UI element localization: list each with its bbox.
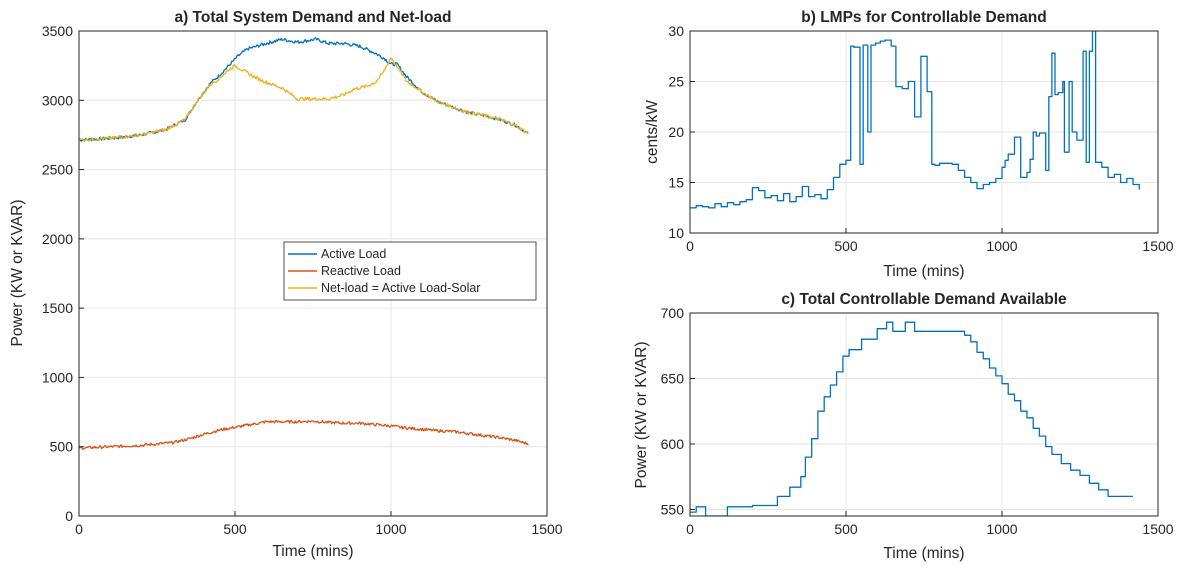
x-tick-label: 500: [223, 521, 247, 537]
ticks-a: 0 500 1000 1500 0 500 1000 1500 2000 2500 3000 3500: [42, 23, 563, 537]
y-tick-label: 1500: [42, 300, 73, 316]
x-tick-label: 1500: [1142, 521, 1173, 537]
active-load-line: [79, 37, 529, 142]
net-load-active-load-solar-line: [79, 57, 529, 142]
y-tick-label: 25: [668, 74, 684, 90]
legend-label-net-load: Net-load = Active Load-Solar: [321, 281, 480, 295]
series-b-line: [690, 31, 1140, 209]
panel-c: 0 500 1000 1500 550 600 650 700 c) Total Contro…: [633, 291, 1174, 562]
y-tick-label: 2000: [42, 231, 73, 247]
panel-a: 0 500 1000 1500 0 500 1000 1500 2000 2500 3000 3500…: [9, 9, 563, 560]
xlabel-b: Time (mins): [883, 263, 964, 280]
x-tick-label: 1000: [986, 238, 1017, 254]
x-tick-label: 1500: [531, 521, 562, 537]
legend-box: [283, 241, 537, 301]
x-tick-label: 0: [75, 521, 83, 537]
ticks-b: 0 500 1000 1500 10 15 20 25 30: [668, 23, 1173, 254]
ylabel-a: Power (KW or KVAR): [9, 200, 26, 347]
y-tick-label: 2500: [42, 162, 73, 178]
y-tick-label: 650: [661, 370, 685, 386]
y-tick-label: 3000: [42, 92, 73, 108]
y-tick-label: 30: [668, 23, 684, 39]
title-c: c) Total Controllable Demand Available: [781, 291, 1067, 308]
y-tick-label: 10: [668, 225, 684, 241]
grid-b: [689, 30, 1159, 234]
xlabel-a: Time (mins): [272, 543, 353, 560]
series-a: [79, 37, 529, 450]
x-tick-label: 500: [834, 238, 858, 254]
title-b: b) LMPs for Controllable Demand: [801, 9, 1046, 26]
x-tick-label: 1000: [375, 521, 406, 537]
title-a: a) Total System Demand and Net-load: [174, 9, 451, 26]
plot-frame-c: [689, 312, 1159, 517]
x-tick-label: 1000: [986, 521, 1017, 537]
legend-label-reactive-load: Reactive Load: [321, 264, 401, 278]
y-tick-label: 700: [661, 305, 685, 321]
ylabel-c: Power (KW or KVAR): [633, 342, 650, 489]
series-b: [690, 31, 1140, 209]
y-tick-label: 0: [65, 508, 73, 524]
plot-frame-a: [78, 30, 548, 517]
ticks-c: 0 500 1000 1500 550 600 650 700: [661, 305, 1174, 537]
xlabel-c: Time (mins): [883, 545, 964, 562]
y-tick-label: 20: [668, 124, 684, 140]
legend-a: Active Load Reactive Load Net-load = Act…: [283, 241, 537, 301]
reactive-load-line: [79, 419, 529, 450]
y-tick-label: 500: [50, 439, 74, 455]
x-tick-label: 0: [686, 238, 694, 254]
y-tick-label: 550: [661, 501, 685, 517]
y-tick-label: 1000: [42, 369, 73, 385]
x-tick-label: 500: [834, 521, 858, 537]
x-tick-label: 0: [686, 521, 694, 537]
series-c: [690, 321, 1133, 516]
y-tick-label: 600: [661, 436, 685, 452]
x-tick-label: 1500: [1142, 238, 1173, 254]
panel-b: 0 500 1000 1500 10 15 20 25 30 b) LMPs for Contr…: [644, 9, 1174, 280]
series-c-line: [690, 321, 1133, 516]
y-tick-label: 15: [668, 175, 684, 191]
grid-c: [689, 312, 1159, 516]
legend-label-active-load: Active Load: [321, 247, 386, 261]
ylabel-b: cents/kW: [644, 100, 661, 164]
y-tick-label: 3500: [42, 23, 73, 39]
